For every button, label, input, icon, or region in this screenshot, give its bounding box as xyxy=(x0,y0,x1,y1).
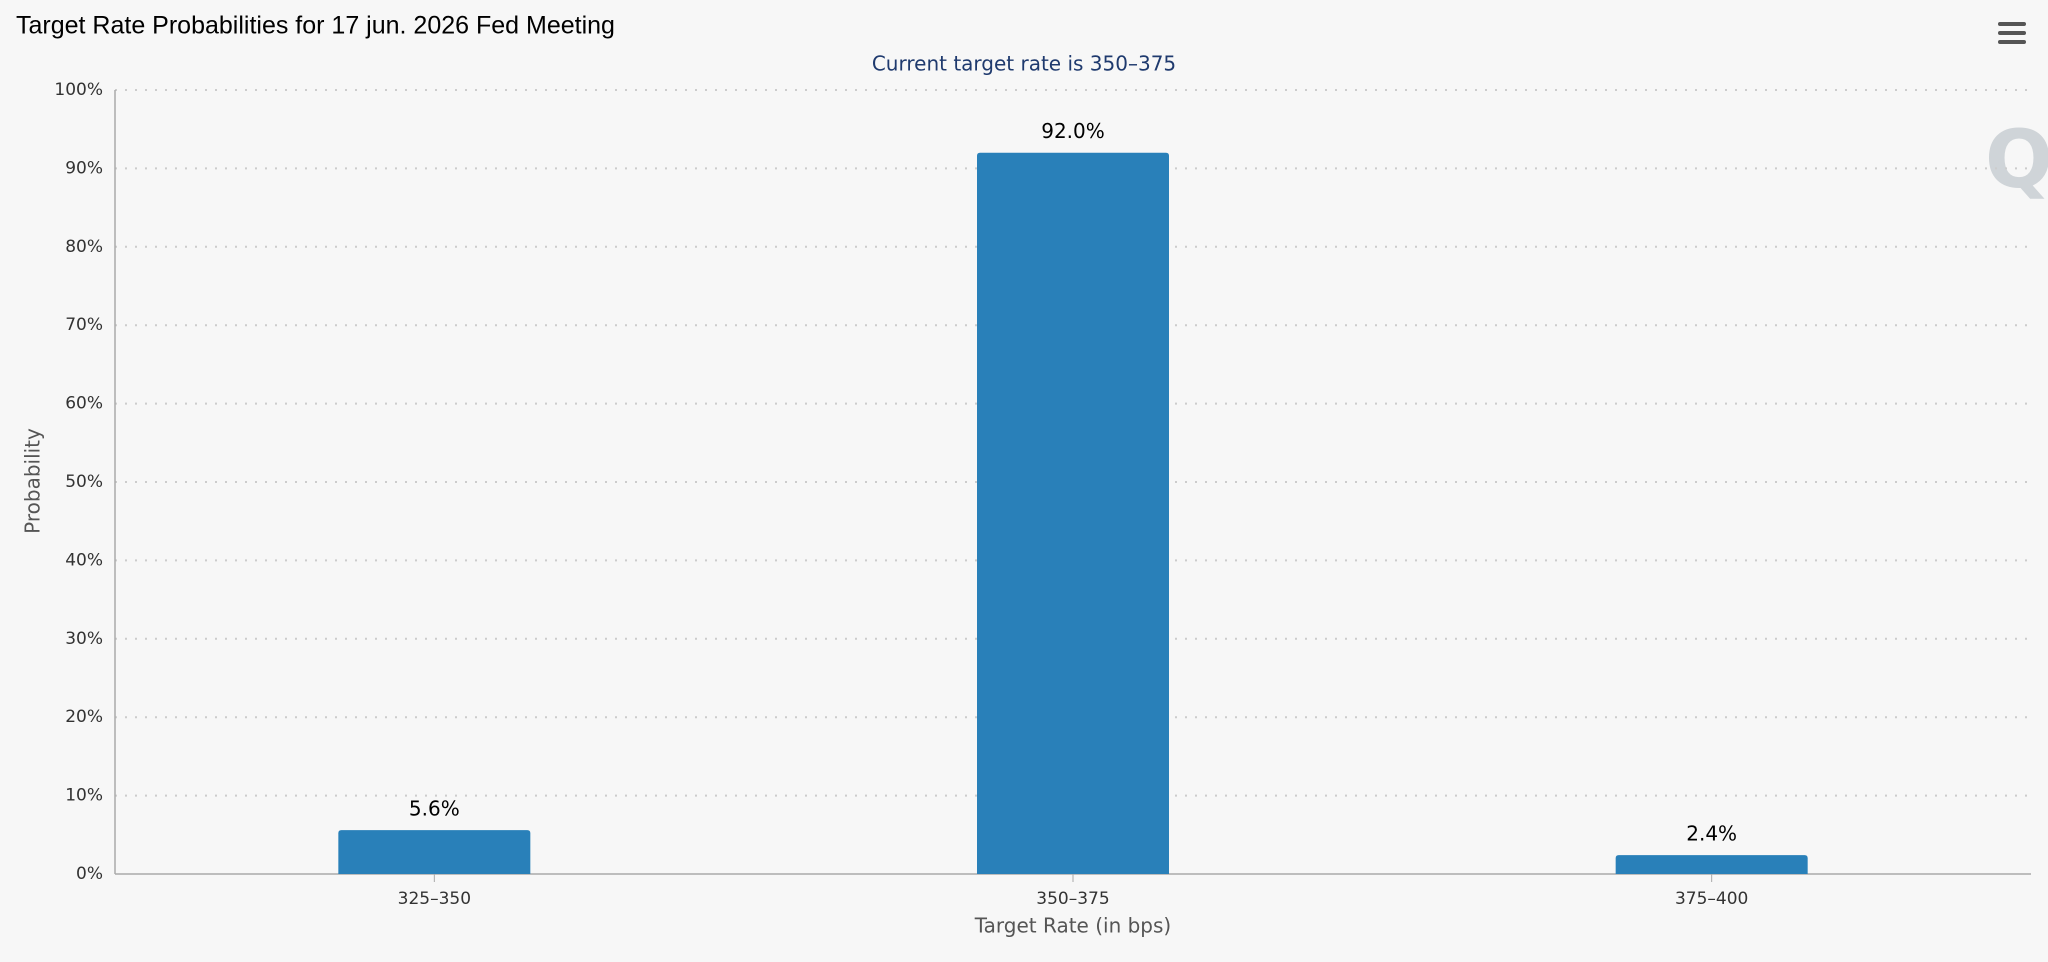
y-tick-label: 60% xyxy=(65,394,103,414)
menu-button[interactable] xyxy=(1998,22,2026,44)
data-label: 5.6% xyxy=(409,797,460,821)
y-tick-label: 30% xyxy=(65,629,103,649)
x-tick-label: 375–400 xyxy=(1675,889,1748,909)
x-tick-label: 325–350 xyxy=(398,889,471,909)
data-label: 92.0% xyxy=(1041,119,1105,143)
y-tick-label: 50% xyxy=(65,472,103,492)
bar xyxy=(338,830,531,874)
data-label: 2.4% xyxy=(1686,822,1737,846)
y-axis-title: Probability xyxy=(21,428,45,534)
menu-bar xyxy=(1998,40,2026,44)
y-tick-label: 90% xyxy=(65,158,103,178)
y-tick-label: 100% xyxy=(54,80,103,100)
bar xyxy=(977,152,1169,875)
y-tick-label: 10% xyxy=(65,786,103,806)
menu-bar xyxy=(1998,22,2026,26)
chart-title: Target Rate Probabilities for 17 jun. 20… xyxy=(16,12,615,40)
watermark: Q xyxy=(1985,113,2048,206)
y-tick-label: 40% xyxy=(65,550,103,570)
y-tick-label: 70% xyxy=(65,315,103,335)
y-tick-label: 80% xyxy=(65,237,103,257)
x-tick-label: 350–375 xyxy=(1036,889,1109,909)
menu-bar xyxy=(1998,31,2026,35)
y-tick-label: 20% xyxy=(65,707,103,727)
bar xyxy=(1615,855,1808,874)
x-axis-title: Target Rate (in bps) xyxy=(974,914,1171,938)
y-tick-label: 0% xyxy=(76,864,103,884)
chart-subtitle: Current target rate is 350–375 xyxy=(872,52,1176,76)
